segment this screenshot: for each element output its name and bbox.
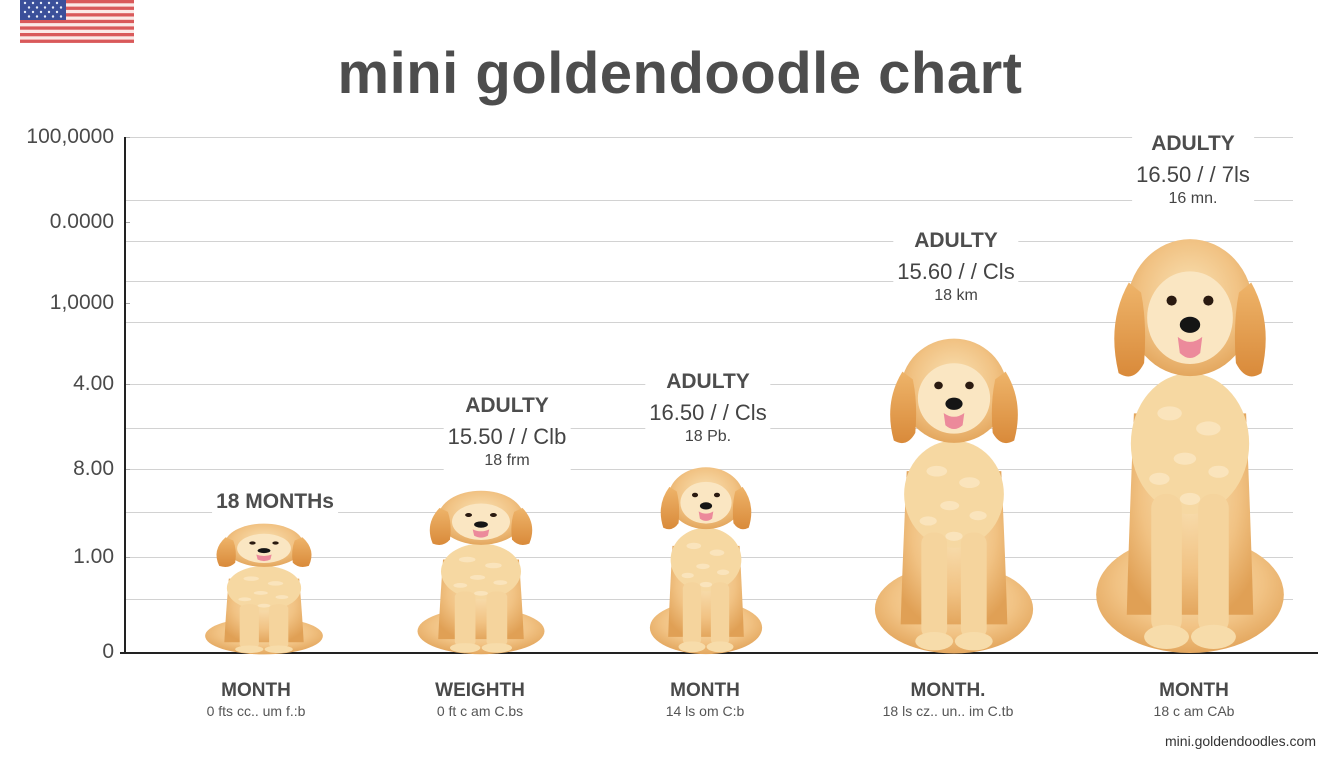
category-title: MONTH.: [910, 680, 986, 701]
weight-label: 16.50 / / Cls: [645, 400, 771, 426]
stage-label: ADULTY: [1132, 132, 1254, 156]
y-tick-label: 8.00: [73, 457, 114, 480]
y-tick-label: 1.00: [73, 545, 114, 568]
us-flag-icon: [20, 0, 134, 43]
y-tick-mark: [126, 137, 130, 138]
x-category-label-1: MONTH 0 fts cc.. um f.:b: [207, 680, 306, 719]
stage-label: ADULTY: [893, 229, 1019, 253]
x-category-label-2: WEIGHTH 0 ft c am C.bs: [435, 680, 525, 719]
puppy-illustration-1: [200, 515, 328, 655]
y-tick-label: 1,0000: [49, 291, 114, 314]
gridline: [126, 322, 1293, 323]
y-tick-label: 0.0000: [49, 210, 114, 233]
category-title: MONTH: [1159, 680, 1229, 701]
y-tick-label: 0: [102, 640, 114, 663]
dog-illustration-3: [645, 455, 767, 655]
annotation-1: 18 MONTHs: [212, 490, 338, 514]
weight-label: 15.50 / / Clb: [443, 424, 571, 450]
y-tick-mark: [126, 303, 130, 304]
y-axis-line: [124, 137, 126, 654]
category-subtitle: 14 ls om C:b: [665, 703, 745, 719]
weight-label: 15.60 / / Cls: [893, 259, 1019, 285]
y-tick-mark: [126, 384, 130, 385]
annotation-3: ADULTY 16.50 / / Cls 18 Pb.: [645, 370, 771, 446]
puppy-illustration-2: [412, 480, 550, 655]
annotation-5: ADULTY 16.50 / / 7ls 16 mn.: [1132, 132, 1254, 208]
category-subtitle: 18 c am CAb: [1153, 703, 1235, 719]
category-title: WEIGHTH: [435, 680, 525, 701]
watermark-url: mini.goldendoodles.com: [1165, 733, 1316, 749]
y-tick-mark: [126, 469, 130, 470]
height-label: 18 Pb.: [645, 428, 771, 446]
x-category-label-3: MONTH 14 ls om C:b: [666, 680, 745, 719]
x-category-label-5: MONTH 18 c am CAb: [1154, 680, 1235, 719]
annotation-2: ADULTY 15.50 / / Clb 18 frm: [443, 394, 571, 470]
category-subtitle: 0 fts cc.. um f.:b: [206, 703, 306, 719]
dog-illustration-4: [868, 318, 1040, 655]
annotation-4: ADULTY 15.60 / / Cls 18 km: [893, 229, 1019, 305]
x-category-label-4: MONTH. 18 ls cz.. un.. im C.tb: [883, 680, 1014, 719]
chart-title: mini goldendoodle chart: [337, 41, 1023, 106]
gridline: [126, 200, 1293, 201]
height-label: 18 frm: [443, 452, 571, 470]
category-subtitle: 18 ls cz.. un.. im C.tb: [882, 703, 1014, 719]
category-title: MONTH: [221, 680, 291, 701]
y-tick-mark: [126, 222, 130, 223]
category-title: MONTH: [670, 680, 740, 701]
weight-label: 16.50 / / 7ls: [1132, 162, 1254, 188]
y-tick-label: 4.00: [73, 372, 114, 395]
y-tick-label: 100,0000: [26, 125, 114, 148]
height-label: 18 km: [893, 287, 1019, 305]
y-tick-mark: [126, 557, 130, 558]
stage-label: ADULTY: [443, 394, 571, 418]
category-subtitle: 0 ft c am C.bs: [436, 703, 524, 719]
gridline: [126, 137, 1293, 138]
height-label: 16 mn.: [1132, 190, 1254, 208]
gridline: [126, 241, 1293, 242]
stage-label: ADULTY: [645, 370, 771, 394]
gridline: [126, 281, 1293, 282]
dog-illustration-5: [1088, 212, 1292, 655]
stage-label: 18 MONTHs: [212, 490, 338, 514]
